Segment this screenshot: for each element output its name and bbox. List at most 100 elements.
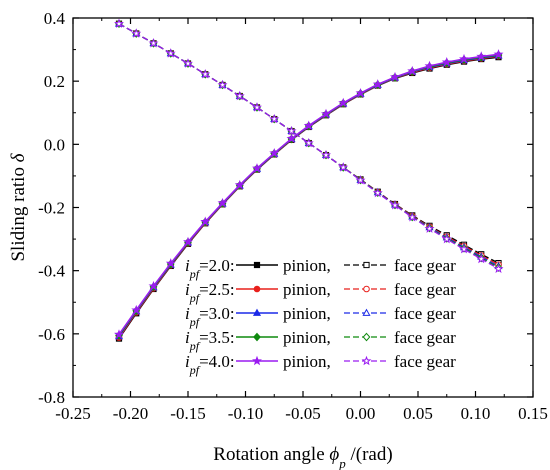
pinion-point: [165, 258, 176, 268]
legend-pinion-marker: [253, 261, 261, 269]
pinion-point: [407, 65, 418, 76]
x-tick-label: 0.10: [461, 404, 491, 423]
legend-ratio-label: ipf=4.0:: [185, 352, 235, 377]
pinion-point: [390, 71, 400, 82]
legend: ipf=2.0: pinion, face gear ipf=2.5: pinion, f…: [185, 256, 456, 377]
y-tick-label: 0.0: [44, 135, 65, 154]
pinion-point: [321, 108, 331, 119]
legend-pinion-marker: [252, 355, 262, 366]
y-tick-label: 0.4: [44, 9, 66, 28]
pinion-point: [303, 120, 314, 130]
pinion-point: [114, 329, 124, 339]
face-gear-point: [476, 253, 487, 264]
legend-pinion-marker: [253, 332, 261, 342]
series-pinion-ipf-4.0: [114, 49, 504, 339]
legend-face-gear-marker: [363, 285, 370, 293]
face-gear-point: [407, 212, 418, 222]
legend-ratio-label: ipf=3.5:: [185, 328, 235, 353]
pinion-point: [183, 236, 193, 247]
legend-entry-ipf-3.0: ipf=3.0: pinion, face gear: [185, 304, 456, 329]
face-gear-point: [286, 125, 297, 136]
face-gear-point: [165, 48, 176, 58]
pinion-point: [234, 179, 245, 190]
pinion-point: [476, 51, 487, 61]
x-tick-label: -0.20: [113, 404, 148, 423]
legend-entry-ipf-4.0: ipf=4.0: pinion, face gear: [185, 352, 456, 377]
face-gear-line: [118, 23, 499, 270]
y-axis-label: Sliding ratio δ: [8, 152, 29, 261]
x-tick-label: -0.10: [228, 404, 263, 423]
pinion-point: [148, 280, 159, 291]
legend-face-gear-marker: [362, 308, 371, 316]
legend-face-gear-marker: [363, 261, 370, 269]
legend-entry-ipf-3.5: ipf=3.5: pinion, face gear: [185, 328, 456, 353]
legend-face-gear-label: face gear: [394, 328, 456, 347]
y-tick-label: -0.6: [38, 325, 65, 344]
x-axis-label: Rotation angle ϕp /(rad): [213, 444, 392, 470]
legend-pinion-marker: [252, 308, 262, 316]
face-gear-point: [321, 149, 331, 160]
y-tick-label: -0.8: [38, 388, 65, 407]
face-gear-point: [493, 263, 504, 274]
face-gear-point: [441, 233, 452, 244]
plot-area: [114, 18, 504, 342]
x-tick-label: -0.05: [285, 404, 320, 423]
face-gear-point: [200, 68, 211, 79]
face-gear-point: [390, 200, 400, 210]
pinion-point: [355, 87, 366, 98]
legend-ratio-label: ipf=3.0:: [185, 304, 235, 329]
x-tick-label: -0.25: [55, 404, 90, 423]
y-tick-label: -0.2: [38, 199, 65, 218]
legend-entry-ipf-2.0: ipf=2.0: pinion, face gear: [185, 256, 456, 281]
face-gear-point: [183, 58, 193, 68]
pinion-point: [424, 60, 435, 71]
axes: -0.25 -0.20 -0.15 -0.10 -0.05 0.00 0.05 0.10 0.1…: [8, 9, 548, 470]
pinion-point: [252, 163, 262, 173]
pinion-point: [338, 97, 349, 108]
face-gear-point: [234, 90, 245, 101]
legend-face-gear-marker: [361, 355, 372, 366]
legend-ratio-label: ipf=2.0:: [185, 256, 235, 281]
face-gear-point: [148, 38, 159, 48]
face-gear-point: [303, 137, 314, 148]
series-face-gear-ipf-4.0: [114, 18, 504, 274]
face-gear-point: [114, 18, 124, 28]
legend-pinion-label: pinion,: [283, 328, 331, 347]
y-tick-label: -0.4: [38, 262, 65, 281]
pinion-point: [131, 304, 142, 315]
legend-entry-ipf-2.5: ipf=2.5: pinion, face gear: [185, 280, 456, 305]
legend-face-gear-marker: [362, 332, 371, 342]
legend-face-gear-label: face gear: [394, 352, 456, 371]
x-tick-label: 0.00: [346, 404, 376, 423]
legend-pinion-label: pinion,: [283, 352, 331, 371]
x-tick-label: -0.15: [170, 404, 205, 423]
legend-pinion-label: pinion,: [283, 256, 331, 275]
face-gear-point: [217, 79, 228, 90]
pinion-point: [217, 197, 228, 208]
legend-pinion-marker: [253, 285, 261, 293]
legend-face-gear-label: face gear: [394, 256, 456, 275]
x-tick-label: 0.15: [518, 404, 548, 423]
face-gear-point: [424, 223, 435, 233]
pinion-point: [286, 133, 297, 143]
face-gear-point: [355, 175, 366, 185]
face-gear-point: [269, 113, 280, 124]
legend-face-gear-label: face gear: [394, 304, 456, 323]
y-tick-label: 0.2: [44, 72, 65, 91]
pinion-point: [269, 147, 280, 158]
pinion-point: [200, 216, 211, 226]
face-gear-point: [131, 28, 142, 38]
pinion-point: [441, 56, 452, 67]
face-gear-point: [252, 102, 262, 112]
pinion-point: [459, 53, 469, 64]
x-tick-label: 0.05: [403, 404, 433, 423]
legend-ratio-label: ipf=2.5:: [185, 280, 235, 305]
pinion-point: [493, 49, 504, 59]
pinion-point: [372, 79, 383, 89]
legend-face-gear-label: face gear: [394, 280, 456, 299]
face-gear-point: [372, 187, 383, 198]
legend-pinion-label: pinion,: [283, 280, 331, 299]
face-gear-point: [459, 243, 469, 254]
face-gear-point: [338, 162, 349, 172]
